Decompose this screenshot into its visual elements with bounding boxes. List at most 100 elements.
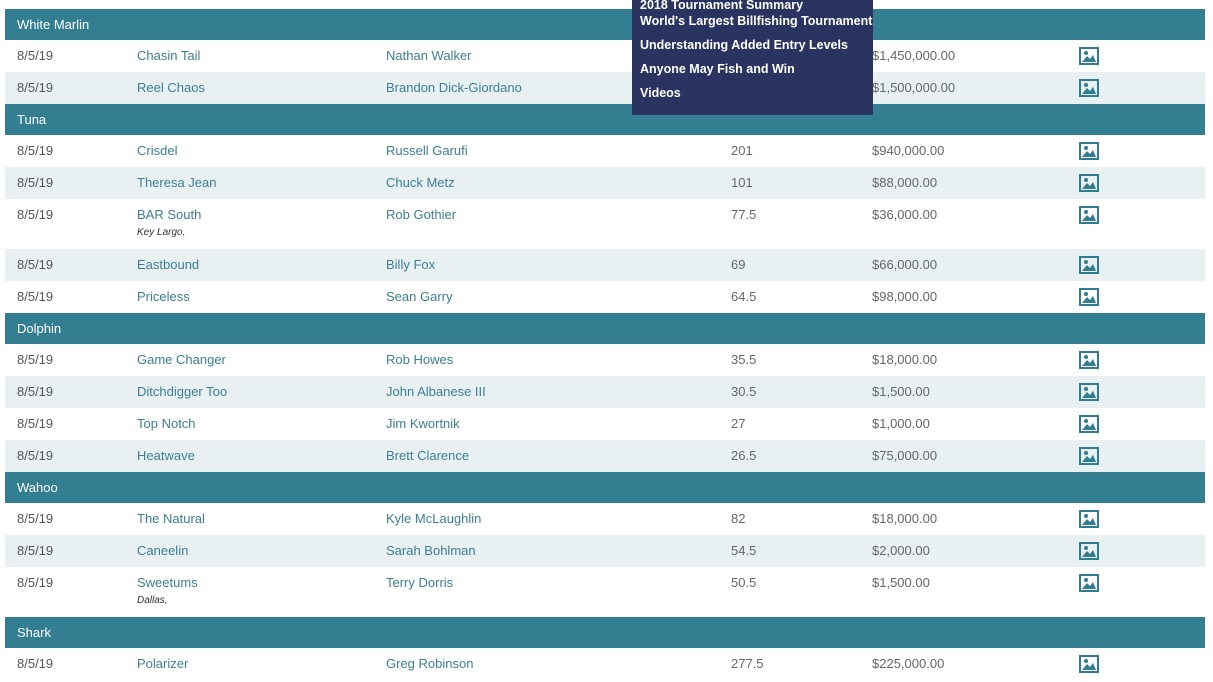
amount-cell: $225,000.00 <box>872 656 945 671</box>
date-cell: 8/5/19 <box>17 207 54 222</box>
boat-name-link[interactable]: Game Changer <box>137 352 226 367</box>
angler-name-link[interactable]: Billy Fox <box>386 257 436 272</box>
image-icon[interactable] <box>1079 574 1099 592</box>
weight-cell: 30.5 <box>731 384 757 399</box>
boat-name-link[interactable]: Heatwave <box>137 448 195 463</box>
date-cell: 8/5/19 <box>17 656 54 671</box>
menu-item[interactable]: Understanding Added Entry Levels <box>640 38 848 52</box>
image-icon[interactable] <box>1079 288 1099 306</box>
table-row: 8/5/19 The Natural Kyle McLaughlin 82 $18,00… <box>5 503 1205 535</box>
amount-cell: $18,000.00 <box>872 352 938 367</box>
boat-name-link[interactable]: Sweetums <box>137 575 198 590</box>
angler-name-link[interactable]: Terry Dorris <box>386 575 454 590</box>
boat-name-link[interactable]: Top Notch <box>137 416 196 431</box>
angler-name-link[interactable]: Brandon Dick-Giordano <box>386 80 522 95</box>
menu-item[interactable]: Videos <box>640 86 681 100</box>
table-row: 8/5/19 Game Changer Rob Howes 35.5 $18,000.0… <box>5 344 1205 376</box>
angler-name-link[interactable]: Jim Kwortnik <box>386 416 460 431</box>
image-icon[interactable] <box>1079 47 1099 65</box>
table-row: 8/5/19 Polarizer Greg Robinson 277.5 $225,00… <box>5 648 1205 680</box>
table-row: 8/5/19 Top Notch Jim Kwortnik 27 $1,000.00 <box>5 408 1205 440</box>
table-row: 8/5/19 Reel Chaos Brandon Dick-Giordano $1,… <box>5 72 1205 104</box>
amount-cell: $1,500.00 <box>872 575 930 590</box>
menu-item[interactable]: Anyone May Fish and Win <box>640 62 795 76</box>
dropdown-menu: 2018 Tournament Summary World's Largest B… <box>632 0 873 115</box>
table-row: 8/5/19 Eastbound Billy Fox 69 $66,000.00 <box>5 249 1205 281</box>
weight-cell: 50.5 <box>731 575 757 590</box>
amount-cell: $36,000.00 <box>872 207 938 222</box>
amount-cell: $75,000.00 <box>872 448 938 463</box>
weight-cell: 69 <box>731 257 746 272</box>
angler-name-link[interactable]: Sarah Bohlman <box>386 543 476 558</box>
boat-name-link[interactable]: Crisdel <box>137 143 178 158</box>
angler-name-link[interactable]: Kyle McLaughlin <box>386 511 482 526</box>
boat-name-link[interactable]: Theresa Jean <box>137 175 217 190</box>
boat-name-link[interactable]: Ditchdigger Too <box>137 384 228 399</box>
date-cell: 8/5/19 <box>17 511 54 526</box>
table-row: 8/5/19 Sweetums Terry Dorris 50.5 $1,500.00 D… <box>5 567 1205 617</box>
angler-name-link[interactable]: Chuck Metz <box>386 175 455 190</box>
date-cell: 8/5/19 <box>17 543 54 558</box>
angler-name-link[interactable]: Russell Garufi <box>386 143 468 158</box>
image-icon[interactable] <box>1079 447 1099 465</box>
weight-cell: 64.5 <box>731 289 757 304</box>
table-row: 8/5/19 Caneelin Sarah Bohlman 54.5 $2,000.00 <box>5 535 1205 567</box>
menu-item[interactable]: World's Largest Billfishing Tournament <box>640 14 873 28</box>
weight-cell: 77.5 <box>731 207 757 222</box>
boat-name-link[interactable]: Caneelin <box>137 543 189 558</box>
angler-name-link[interactable]: Sean Garry <box>386 289 453 304</box>
image-icon[interactable] <box>1079 174 1099 192</box>
image-icon[interactable] <box>1079 256 1099 274</box>
category-header: Wahoo <box>5 472 1205 503</box>
boat-location: Dallas, <box>137 595 168 606</box>
date-cell: 8/5/19 <box>17 48 54 63</box>
image-icon[interactable] <box>1079 351 1099 369</box>
angler-name-link[interactable]: John Albanese III <box>386 384 486 399</box>
weight-cell: 277.5 <box>731 656 764 671</box>
amount-cell: $2,000.00 <box>872 543 930 558</box>
date-cell: 8/5/19 <box>17 352 54 367</box>
date-cell: 8/5/19 <box>17 289 54 304</box>
image-icon[interactable] <box>1079 415 1099 433</box>
amount-cell: $1,000.00 <box>872 416 930 431</box>
angler-name-link[interactable]: Rob Gothier <box>386 207 457 222</box>
date-cell: 8/5/19 <box>17 575 54 590</box>
image-icon[interactable] <box>1079 383 1099 401</box>
image-icon[interactable] <box>1079 542 1099 560</box>
boat-name-link[interactable]: Eastbound <box>137 257 200 272</box>
category-header: Dolphin <box>5 313 1205 344</box>
angler-name-link[interactable]: Nathan Walker <box>386 48 472 63</box>
amount-cell: $1,450,000.00 <box>872 48 956 63</box>
date-cell: 8/5/19 <box>17 384 54 399</box>
table-row: 8/5/19 Heatwave Brett Clarence 26.5 $75,000.… <box>5 440 1205 472</box>
boat-name-link[interactable]: Polarizer <box>137 656 189 671</box>
table-row: 8/5/19 Priceless Sean Garry 64.5 $98,000.00 <box>5 281 1205 313</box>
weight-cell: 35.5 <box>731 352 757 367</box>
angler-name-link[interactable]: Rob Howes <box>386 352 454 367</box>
table-row: 8/5/19 Crisdel Russell Garufi 201 $940,000.0… <box>5 135 1205 167</box>
menu-item[interactable]: 2018 Tournament Summary <box>640 0 804 12</box>
boat-name-link[interactable]: BAR South <box>137 207 202 222</box>
image-icon[interactable] <box>1079 206 1099 224</box>
weight-cell: 201 <box>731 143 753 158</box>
amount-cell: $66,000.00 <box>872 257 938 272</box>
boat-name-link[interactable]: The Natural <box>137 511 205 526</box>
amount-cell: $1,500,000.00 <box>872 80 956 95</box>
angler-name-link[interactable]: Brett Clarence <box>386 448 470 463</box>
amount-cell: $18,000.00 <box>872 511 938 526</box>
table-row: 8/5/19 Theresa Jean Chuck Metz 101 $88,000.0… <box>5 167 1205 199</box>
image-icon[interactable] <box>1079 142 1099 160</box>
boat-name-link[interactable]: Chasin Tail <box>137 48 201 63</box>
image-icon[interactable] <box>1079 655 1099 673</box>
angler-name-link[interactable]: Greg Robinson <box>386 656 474 671</box>
image-icon[interactable] <box>1079 79 1099 97</box>
boat-name-link[interactable]: Priceless <box>137 289 190 304</box>
category-header: Tuna <box>5 104 1205 135</box>
date-cell: 8/5/19 <box>17 175 54 190</box>
category-header: Shark <box>5 617 1205 648</box>
boat-name-link[interactable]: Reel Chaos <box>137 80 205 95</box>
date-cell: 8/5/19 <box>17 143 54 158</box>
image-icon[interactable] <box>1079 510 1099 528</box>
amount-cell: $98,000.00 <box>872 289 938 304</box>
table-row: 8/5/19 Chasin Tail Nathan Walker $1,450,000… <box>5 40 1205 72</box>
